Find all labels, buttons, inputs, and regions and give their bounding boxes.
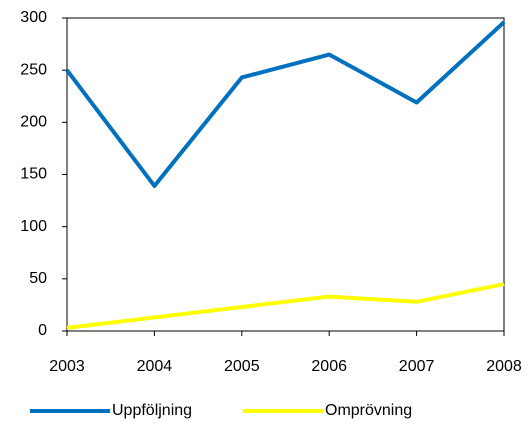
x-tick-label: 2006 [311, 358, 347, 375]
y-tick-label: 100 [20, 218, 47, 235]
legend-label: Omprövning [325, 402, 412, 419]
y-tick-label: 50 [29, 270, 47, 287]
x-tick-label: 2005 [224, 358, 260, 375]
x-tick-label: 2004 [137, 358, 173, 375]
y-tick-label: 250 [20, 61, 47, 78]
x-tick-label: 2003 [49, 358, 85, 375]
x-tick-label: 2008 [486, 358, 522, 375]
series-line [65, 20, 506, 188]
y-tick-label: 0 [38, 322, 47, 339]
series-line [66, 282, 505, 330]
legend-label: Uppföljning [112, 402, 192, 419]
y-tick-label: 150 [20, 166, 47, 183]
y-tick-label: 300 [20, 9, 47, 26]
y-tick-label: 200 [20, 114, 47, 131]
x-tick-label: 2007 [399, 358, 435, 375]
